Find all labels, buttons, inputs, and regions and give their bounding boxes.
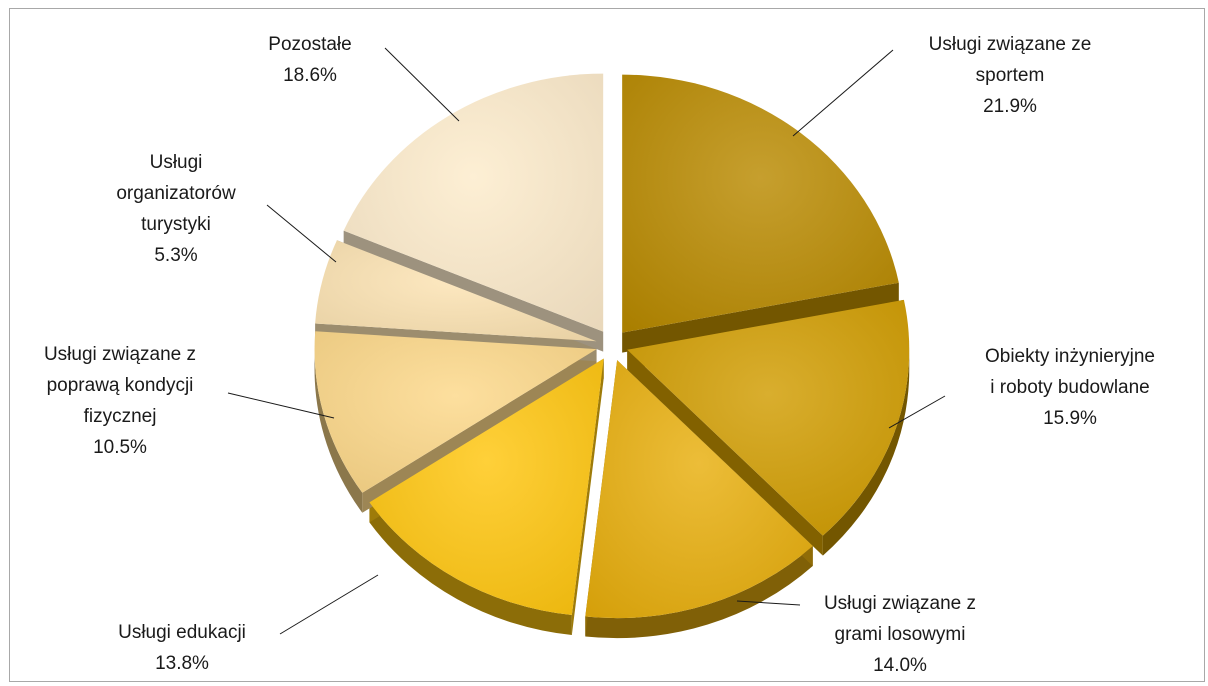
leader-line [384,47,460,122]
pie-slice [627,299,910,536]
slice-name-label: fizycznej [84,406,157,427]
slice-label: Usługi związane z grami losowymi 14.0% [824,593,976,676]
leader-line [227,392,335,419]
slice-value-label: 10.5% [93,437,147,458]
data-labels: Usługi związane ze sportem 21.9% Obiekty in… [44,34,1155,676]
slice-inner-wall [622,282,899,353]
leader-line [266,204,337,263]
slice-name-label: Obiekty inżynieryjne [985,346,1155,367]
slice-name-label: Usługi związane ze [929,34,1092,55]
leader-line [736,600,801,606]
slice-label: Usługi edukacji 13.8% [118,622,246,674]
slice-label: Obiekty inżynieryjne i roboty budowlane 15… [985,346,1155,429]
pie-slice [369,358,604,616]
slice-label: Usługi związane ze sportem 21.9% [929,34,1092,117]
slice-tops [314,73,910,619]
leader-line [888,395,946,429]
slice-name-label: Usługi związane z [824,593,976,614]
slice-name-label: Usługi edukacji [118,622,246,643]
slice-name-label: grami losowymi [835,624,966,645]
leader-line [279,574,379,635]
slice-name-label: turystyki [141,214,211,235]
slice-value-label: 21.9% [983,96,1037,117]
slice-value-label: 5.3% [154,245,197,266]
slice-wall [369,502,572,636]
pie-slice [314,331,597,493]
slice-wall [822,349,910,556]
slice-label: Usługi organizatorów turystyki 5.3% [116,152,236,266]
pie-slice [315,240,597,342]
slice-value-label: 18.6% [283,65,337,86]
slice-wall [585,545,813,639]
slice-value-label: 13.8% [155,653,209,674]
leader-line [792,49,894,137]
slice-name-label: poprawą kondycji [47,375,194,396]
pie-slice [343,73,604,332]
slice-name-label: i roboty budowlane [990,377,1150,398]
pie-slice [585,360,813,619]
slice-name-label: sportem [976,65,1045,86]
slice-name-label: Usługi związane z [44,344,196,365]
slice-value-label: 14.0% [873,655,927,676]
slice-inner-wall [627,349,823,556]
slice-value-label: 15.9% [1043,408,1097,429]
slice-label: Pozostałe 18.6% [268,34,351,86]
slice-inner-wall [571,358,604,636]
slice-label: Usługi związane z poprawą kondycji fizyczn… [44,344,196,458]
slice-name-label: organizatorów [116,183,236,204]
slice-wall [314,349,363,513]
pie-slice [622,74,899,333]
slice-name-label: Usługi [150,152,203,173]
slice-name-label: Pozostałe [268,34,351,55]
